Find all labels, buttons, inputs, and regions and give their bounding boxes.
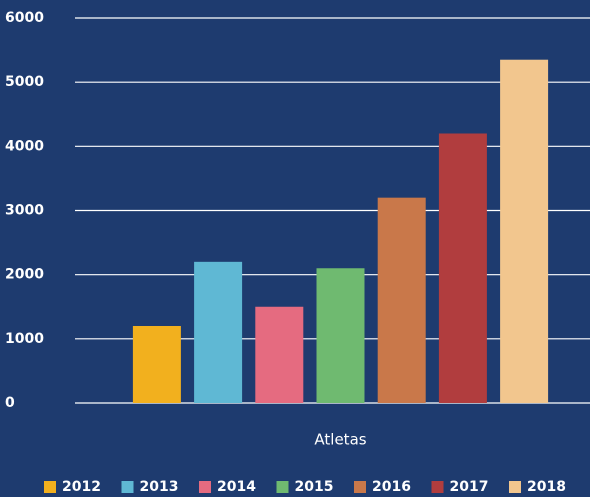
bar (132, 326, 181, 403)
y-tick-label: 4000 (5, 138, 44, 154)
legend-swatch (199, 481, 211, 493)
y-tick-label: 1000 (5, 331, 44, 347)
legend-swatch (44, 481, 56, 493)
y-tick-label: 0 (5, 395, 15, 411)
bar (438, 133, 487, 403)
bar (316, 268, 365, 403)
legend-swatch (354, 481, 366, 493)
bar (194, 261, 243, 403)
y-tick-label: 3000 (5, 203, 44, 219)
legend-label: 2015 (295, 479, 334, 495)
y-tick-label: 5000 (5, 74, 44, 90)
legend-label: 2013 (140, 479, 179, 495)
y-tick-label: 2000 (5, 267, 44, 283)
legend-label: 2014 (217, 479, 256, 495)
legend-swatch (121, 481, 134, 493)
bar (500, 59, 549, 403)
legend-label: 2018 (527, 479, 566, 495)
x-tick-label: Atletas (314, 431, 366, 449)
bar (255, 306, 304, 403)
bar (377, 197, 426, 403)
legend-label: 2016 (372, 479, 411, 495)
legend-swatch (276, 481, 289, 493)
legend-label: 2017 (450, 479, 489, 495)
legend-label: 2012 (62, 479, 101, 495)
legend-swatch (509, 481, 521, 493)
legend-swatch (431, 481, 444, 493)
y-tick-label: 6000 (5, 10, 44, 26)
